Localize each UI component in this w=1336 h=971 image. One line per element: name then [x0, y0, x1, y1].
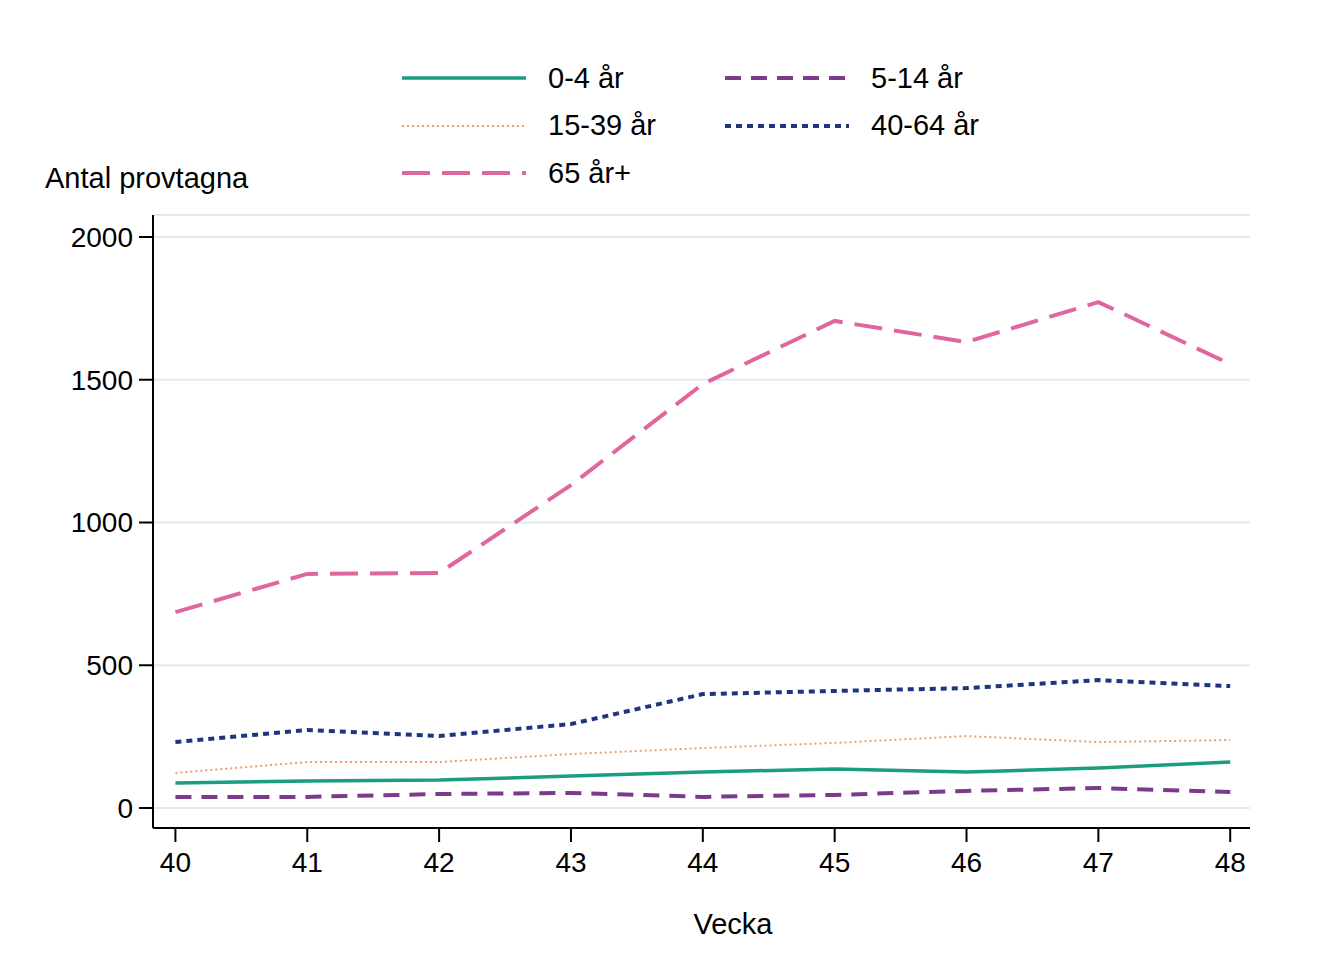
- svg-text:46: 46: [951, 847, 982, 878]
- html-text:5-14 år: 5-14 år: [871, 61, 963, 94]
- svg-text:43: 43: [555, 847, 586, 878]
- svg-text:44: 44: [687, 847, 718, 878]
- html-text:0-4 år: 0-4 år: [548, 61, 624, 94]
- svg-text:47: 47: [1083, 847, 1114, 878]
- html-text:40-64 år: 40-64 år: [871, 109, 979, 141]
- svg-text:48: 48: [1215, 847, 1246, 878]
- svg-text:1000: 1000: [71, 507, 133, 538]
- html-text:65 år+: 65 år+: [548, 156, 631, 189]
- svg-text:1500: 1500: [71, 365, 133, 396]
- svg-text:2000: 2000: [71, 222, 133, 253]
- svg-text:41: 41: [292, 847, 323, 878]
- html-text:15-39 år: 15-39 år: [548, 109, 656, 141]
- svg-text:40: 40: [160, 847, 191, 878]
- svg-text:42: 42: [424, 847, 455, 878]
- svg-text:500: 500: [86, 650, 133, 681]
- svg-text:45: 45: [819, 847, 850, 878]
- html-text:Vecka: Vecka: [693, 908, 773, 940]
- html-text:Antal provtagna: Antal provtagna: [45, 162, 249, 194]
- svg-text:0: 0: [117, 793, 133, 824]
